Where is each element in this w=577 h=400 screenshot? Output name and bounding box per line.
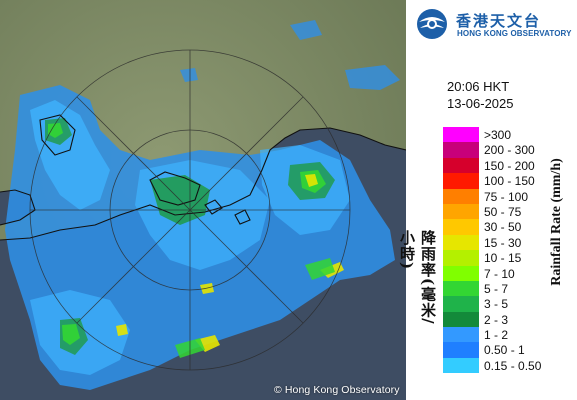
legend-item: 200 - 300 [443,142,571,158]
radar-image [0,0,406,400]
legend-label: 75 - 100 [484,189,529,204]
legend-label: 50 - 75 [484,204,522,219]
legend-swatch [443,188,479,204]
legend-item: 150 - 200 [443,157,571,174]
legend-item: 2 - 3 [443,311,571,328]
legend-item: 0.15 - 0.50 [443,357,571,374]
copyright-notice: © Hong Kong Observatory [274,384,400,396]
legend-swatch [443,127,479,143]
legend-item: 100 - 150 [443,173,571,189]
logo-english: HONG KONG OBSERVATORY [457,29,572,38]
legend-label: 0.15 - 0.50 [484,358,542,373]
legend-item: 10 - 15 [443,250,571,266]
legend-item: 7 - 10 [443,265,571,281]
legend-item: 15 - 30 [443,234,571,251]
report-date: 13-06-2025 [447,96,514,111]
rainfall-legend: >300 200 - 300 150 - 200 100 - 150 75 - 100 5… [443,127,571,374]
radar-map: © Hong Kong Observatory [0,0,406,400]
legend-label: 200 - 300 [484,143,535,158]
legend-swatch [443,157,479,174]
legend-swatch [443,311,479,328]
range-rings [29,49,351,371]
observatory-logo: 香港天文台 HONG KONG OBSERVATORY [414,6,577,42]
logo-chinese: 香港天文台 [456,12,542,30]
legend-swatch [443,250,479,266]
legend-label: >300 [484,128,512,142]
legend-swatch [443,219,479,235]
legend-swatch [443,203,479,220]
legend-item: 3 - 5 [443,296,571,312]
legend-swatch [443,173,479,189]
legend-item: 0.50 - 1 [443,342,571,358]
legend-label: 5 - 7 [484,281,509,296]
legend-label: 10 - 15 [484,251,522,266]
legend-label: 100 - 150 [484,174,535,189]
legend-label: 0.50 - 1 [484,343,525,358]
legend-item: 50 - 75 [443,203,571,220]
legend-swatch [443,265,479,281]
legend-item: 5 - 7 [443,280,571,297]
legend-title-chinese: 降雨率(毫米/小時) [398,230,437,325]
legend-item: 30 - 50 [443,219,571,235]
legend-swatch [443,357,479,374]
legend-label: 1 - 2 [484,328,509,343]
legend-item: >300 [443,127,571,143]
report-time: 20:06 HKT [447,79,510,94]
coastlines [0,114,406,241]
legend-item: 1 - 2 [443,327,571,343]
legend-label: 2 - 3 [484,312,509,327]
legend-swatch [443,342,479,358]
legend-swatch [443,296,479,312]
legend-swatch [443,280,479,297]
legend-item: 75 - 100 [443,188,571,204]
legend-label: 150 - 200 [484,158,535,173]
legend-swatch [443,327,479,343]
legend-label: 7 - 10 [484,266,515,281]
observatory-emblem-icon [417,9,447,39]
legend-label: 15 - 30 [484,235,522,250]
legend-label: 30 - 50 [484,220,522,235]
legend-label: 3 - 5 [484,297,509,312]
rain-echoes [5,20,400,390]
legend-swatch [443,234,479,251]
legend-swatch [443,142,479,158]
info-panel: 香港天文台 HONG KONG OBSERVATORY 20:06 HKT 13… [398,0,577,400]
